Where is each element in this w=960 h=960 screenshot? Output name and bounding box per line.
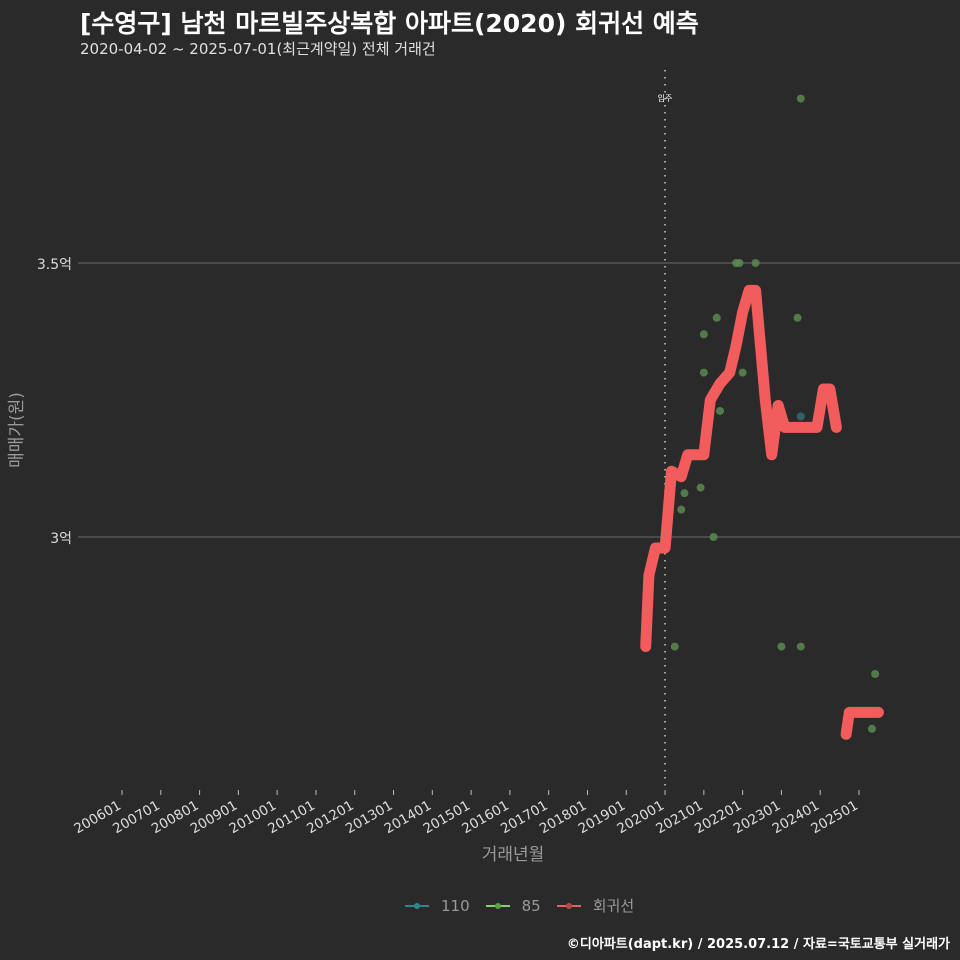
scatter-points [670, 94, 880, 733]
legend-key-110-icon [405, 899, 429, 913]
chart-title: [수영구] 남천 마르빌주상복합 아파트(2020) 회귀선 예측 [80, 9, 699, 38]
legend-key-85-icon [485, 899, 510, 913]
legend-label: 85 [521, 896, 541, 915]
x-axis-label: 거래년월 [482, 845, 545, 865]
legend-key-regression-icon [556, 899, 581, 913]
legend-item-85: 85 [485, 896, 541, 915]
legend-item-regression: 회귀선 [556, 895, 635, 916]
x-axis: 2006012007012008012009012010012011012012… [71, 790, 861, 837]
legend-label: 회귀선 [592, 897, 635, 915]
y-axis: 3억 3.5억 [37, 257, 72, 547]
source-caption: ©디아파트(dapt.kr) / 2025.07.12 / 자료=국토교통부 실… [566, 937, 950, 952]
svg-text:3억: 3억 [50, 531, 72, 547]
legend-label: 110 [441, 896, 470, 915]
gridlines [78, 262, 960, 538]
move-in-annotation: 입주 [658, 70, 673, 790]
chart-subtitle: 2020-04-02 ~ 2025-07-01(최근계약일) 전체 거래건 [80, 40, 436, 58]
svg-text:3.5억: 3.5억 [37, 257, 72, 273]
svg-text:입주: 입주 [658, 94, 673, 103]
regression-line [640, 284, 884, 740]
legend: 110 85 회귀선 [405, 895, 640, 916]
legend-item-110: 110 [405, 897, 470, 915]
y-axis-label: 매매가(원) [7, 392, 27, 468]
